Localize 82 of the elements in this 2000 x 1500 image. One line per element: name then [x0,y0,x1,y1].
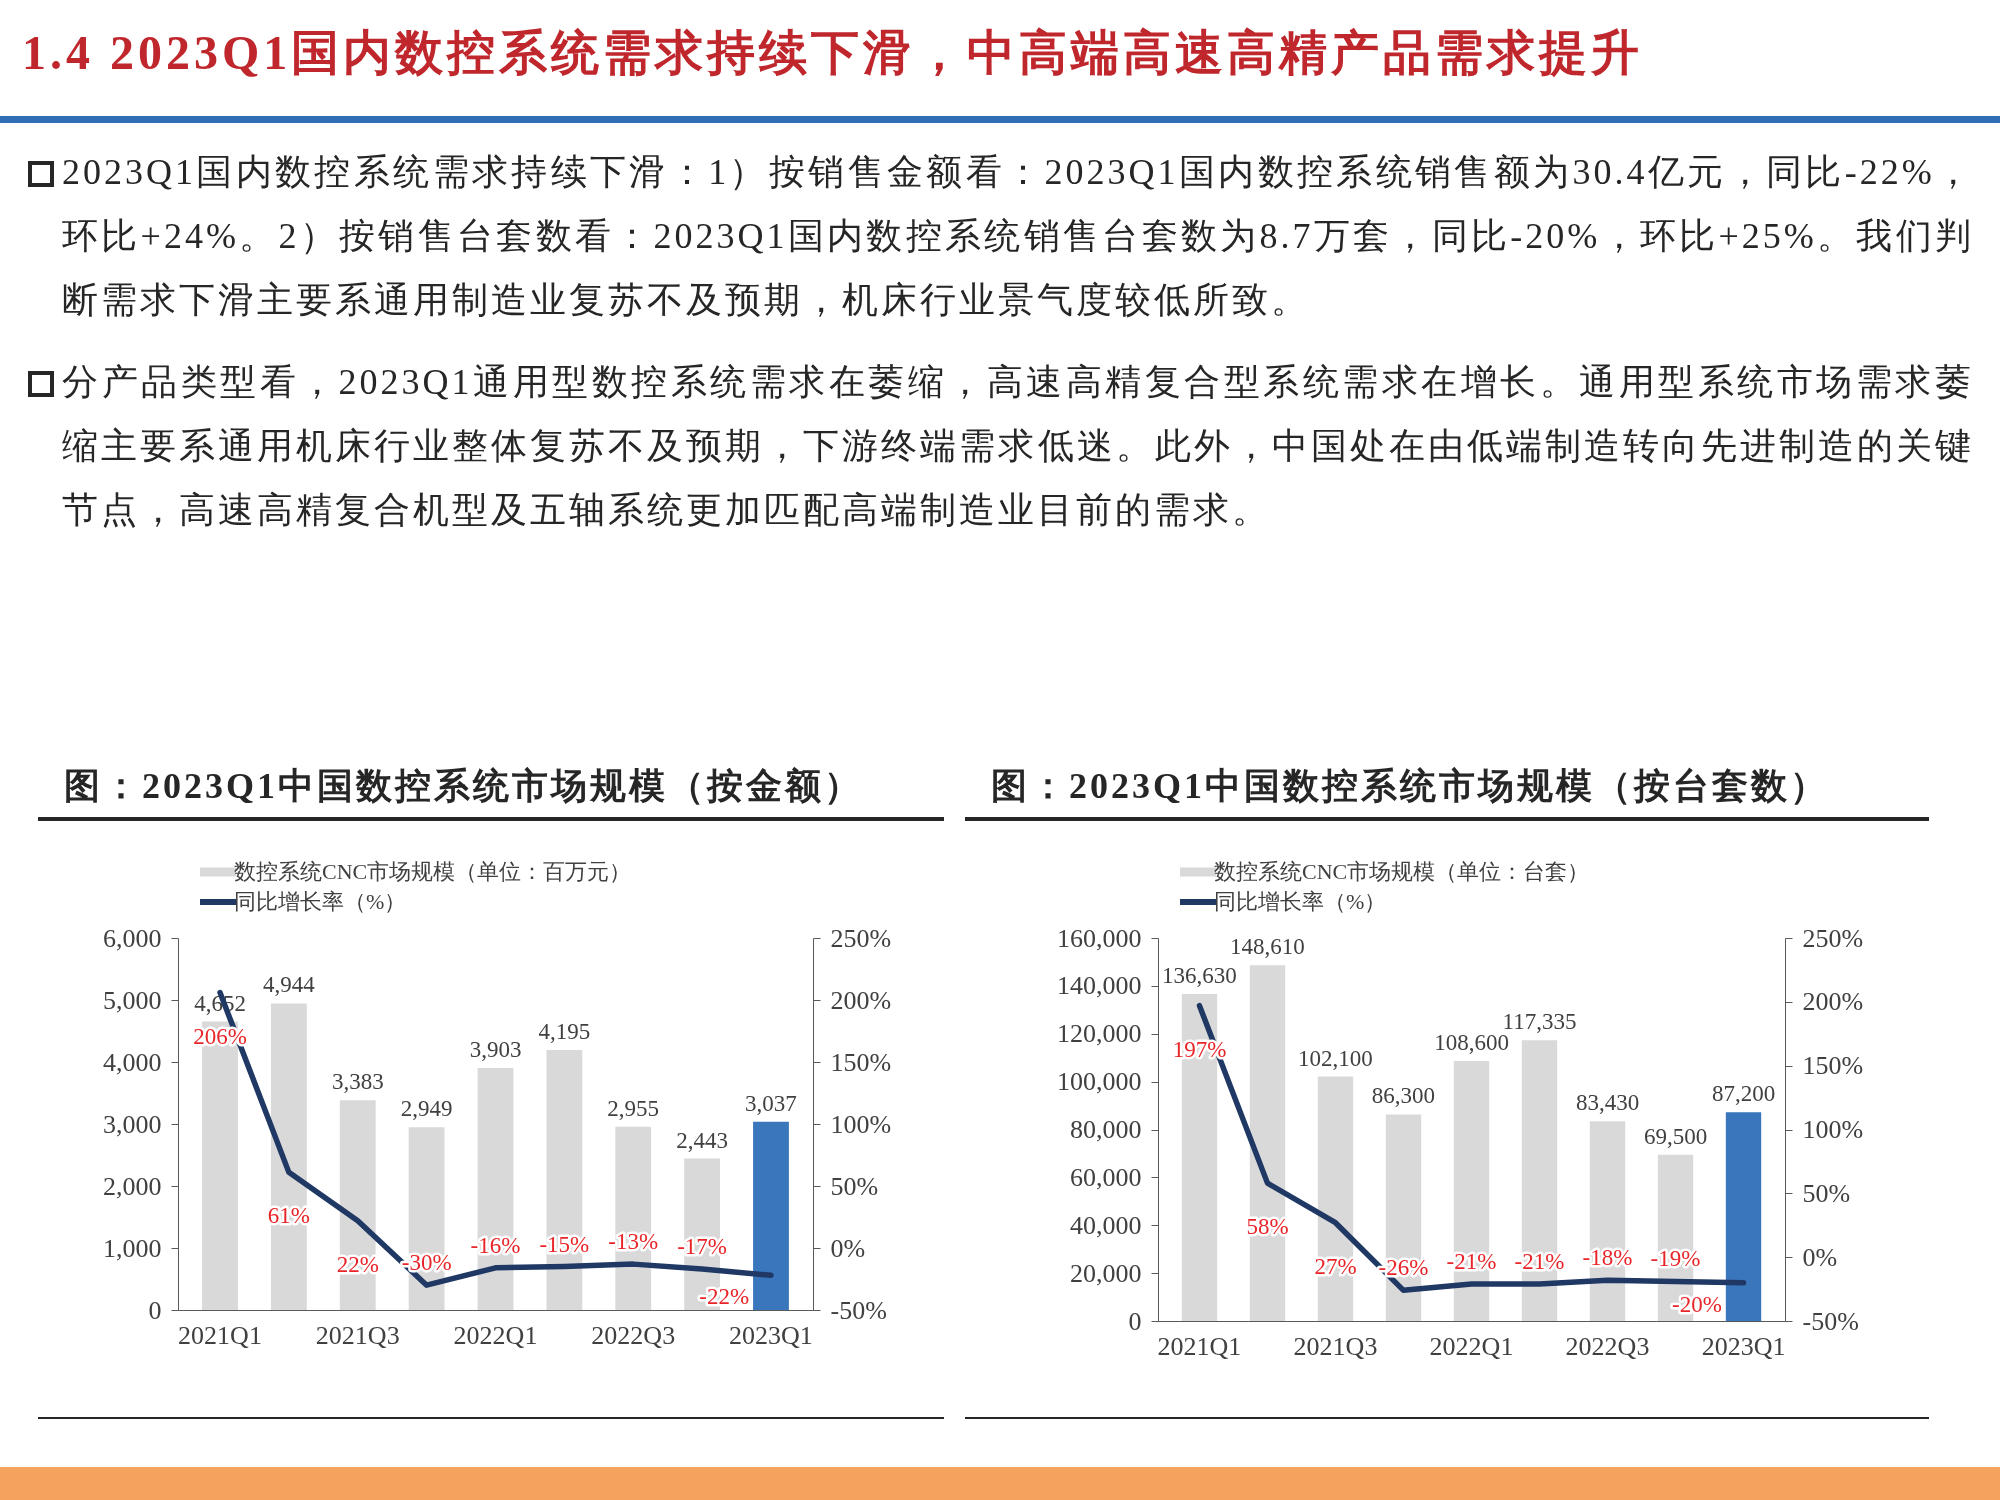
y2-tick-label: -50% [1802,1306,1859,1336]
y2-tick-label: 150% [830,1047,892,1077]
y2-tick-label: 200% [1802,987,1864,1017]
y2-tick-label: 100% [830,1109,892,1139]
y2-tick-label: 50% [1802,1178,1851,1208]
x-tick-label: 2023Q1 [1701,1331,1786,1361]
data-label: -15% [539,1231,590,1257]
data-label: 69,500 [1643,1123,1708,1149]
data-label: -18% [1582,1245,1633,1271]
y-tick-label: 4,000 [103,1047,162,1077]
bar [1725,1112,1762,1321]
data-label: -22% [699,1284,750,1310]
data-label: -13% [608,1229,659,1255]
y2-tick-label: -50% [830,1295,887,1325]
data-label: 4,195 [538,1018,591,1044]
chart-title: 图：2023Q1中国数控系统市场规模（按金额） [38,755,944,821]
data-label: 86,300 [1371,1083,1436,1109]
data-label: -20% [1672,1291,1722,1317]
y-tick-label: 0 [1128,1306,1142,1336]
bar [1249,965,1286,1321]
y2-tick-label: 0% [1802,1242,1838,1272]
y-tick-label: 2,000 [103,1171,162,1201]
y-tick-label: 100,000 [1057,1067,1142,1097]
y2-tick-label: 200% [830,985,892,1015]
y-tick-label: 60,000 [1070,1162,1142,1192]
data-label: 58% [1246,1214,1289,1240]
y-tick-label: 140,000 [1057,971,1142,1001]
y-tick-label: 80,000 [1070,1115,1142,1144]
y2-tick-label: 100% [1802,1115,1864,1144]
x-tick-label: 2022Q1 [1429,1331,1514,1361]
y2-tick-label: 150% [1802,1051,1864,1081]
data-label: 83,430 [1575,1090,1640,1116]
x-tick-label: 2022Q1 [453,1320,538,1350]
y-tick-label: 40,000 [1070,1210,1142,1240]
y-tick-label: 5,000 [103,985,162,1015]
data-label: 22% [336,1251,379,1277]
x-tick-label: 2021Q3 [1293,1331,1378,1361]
data-label: 2,949 [400,1096,453,1122]
data-label: 4,944 [263,972,316,998]
bar [270,1003,307,1310]
y-tick-label: 3,000 [103,1109,162,1139]
chart-title: 图：2023Q1中国数控系统市场规模（按台套数） [965,755,1929,821]
data-label: -17% [677,1234,728,1260]
data-label: 27% [1314,1253,1357,1279]
x-tick-label: 2022Q3 [1565,1331,1650,1361]
data-label: -16% [470,1232,521,1258]
x-tick-label: 2021Q3 [315,1320,400,1350]
x-tick-label: 2021Q1 [178,1320,262,1350]
y2-tick-label: 0% [830,1233,866,1263]
data-label: 102,100 [1298,1045,1373,1071]
data-label: 2,955 [607,1095,660,1121]
bar [753,1121,789,1310]
legend-label: 同比增长率（%） [1214,889,1387,914]
text: 分产品类型看，2023Q1通用型数控系统需求在萎缩，高速高精复合型系统需求在增长。通用型系统市场需求萎缩主要系通用机床行业整体复苏不及预期，下游终端需求低迷。此外，中国处在由低端制造转向先进制造的关键节点，高速高精复合机型及五轴系统更加匹配高端制造业目前的需求。 [62,362,1974,530]
legend-label: 同比增长率（%） [234,889,407,914]
x-tick-label: 2022Q3 [591,1320,676,1350]
x-tick-label: 2023Q1 [729,1320,813,1350]
y-tick-label: 120,000 [1057,1019,1142,1049]
data-label: 136,630 [1162,962,1237,988]
y-tick-label: 6,000 [103,923,162,953]
data-label: 3,037 [745,1090,797,1116]
data-label: -21% [1514,1248,1565,1274]
y-tick-label: 20,000 [1070,1258,1142,1288]
y2-tick-label: 50% [830,1171,879,1201]
y-tick-label: 160,000 [1057,923,1142,953]
data-label: 148,610 [1230,934,1305,960]
text: 2023Q1国内数控系统需求持续下滑：1）按销售金额看：2023Q1国内数控系统销售额为30.4亿元，同比-22%，环比+24%。2）按销售台套数看：2023Q1国内数控系统销售台套数为8.7万套，同比-20%，环比+25%。我们判断需求下滑主要系通用制造业复苏不及预期，机床行业景气度较低所致。 [62,152,1974,320]
y2-tick-label: 250% [1802,923,1864,953]
legend-label: 数控系统CNC市场规模（单位：百万元） [234,859,632,884]
text: 1.4 2023Q1国内数控系统需求持续下滑，中高端高速高精产品需求提升 [22,25,1644,81]
y-tick-label: 1,000 [103,1233,162,1263]
data-label: 3,903 [469,1037,522,1063]
data-label: 2,443 [676,1127,728,1153]
data-label: -19% [1650,1246,1701,1272]
legend-label: 数控系统CNC市场规模（单位：台套） [1214,859,1590,884]
data-label: -21% [1446,1248,1497,1274]
data-label: 3,383 [331,1069,384,1095]
y2-tick-label: 250% [830,923,892,953]
data-label: 87,200 [1711,1081,1776,1107]
data-label: 61% [267,1203,310,1229]
y-tick-label: 0 [148,1295,162,1325]
x-tick-label: 2021Q1 [1157,1331,1242,1361]
